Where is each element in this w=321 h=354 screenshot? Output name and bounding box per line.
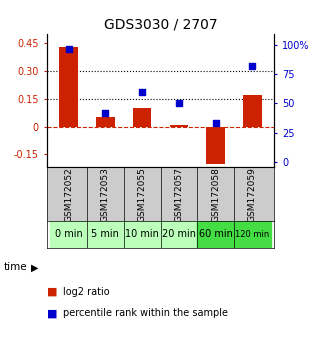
Bar bbox=[234, 221, 271, 248]
Text: 0 min: 0 min bbox=[55, 229, 82, 239]
Point bbox=[140, 89, 145, 95]
Title: GDS3030 / 2707: GDS3030 / 2707 bbox=[104, 17, 217, 31]
Text: GSM172059: GSM172059 bbox=[248, 167, 257, 222]
Bar bbox=[243, 95, 262, 127]
Text: GSM172052: GSM172052 bbox=[64, 167, 73, 222]
Bar bbox=[50, 221, 87, 248]
Text: ■: ■ bbox=[47, 287, 57, 297]
Point bbox=[250, 63, 255, 69]
Point bbox=[103, 110, 108, 116]
Bar bbox=[133, 108, 151, 127]
Bar bbox=[197, 221, 234, 248]
Text: GSM172058: GSM172058 bbox=[211, 167, 220, 222]
Text: ▶: ▶ bbox=[30, 262, 38, 272]
Bar bbox=[170, 125, 188, 127]
Bar bbox=[59, 47, 78, 127]
Bar bbox=[87, 221, 124, 248]
Text: GSM172057: GSM172057 bbox=[174, 167, 183, 222]
Bar bbox=[206, 127, 225, 164]
Bar bbox=[96, 117, 115, 127]
Text: GSM172055: GSM172055 bbox=[138, 167, 147, 222]
Bar bbox=[160, 221, 197, 248]
Point bbox=[213, 120, 218, 126]
Text: ■: ■ bbox=[47, 308, 57, 318]
Text: GSM172053: GSM172053 bbox=[101, 167, 110, 222]
Text: 120 min: 120 min bbox=[235, 230, 270, 239]
Text: log2 ratio: log2 ratio bbox=[63, 287, 109, 297]
Text: 10 min: 10 min bbox=[125, 229, 159, 239]
Text: 20 min: 20 min bbox=[162, 229, 196, 239]
Point bbox=[66, 46, 71, 52]
Bar bbox=[124, 221, 160, 248]
Text: 60 min: 60 min bbox=[199, 229, 233, 239]
Text: 5 min: 5 min bbox=[91, 229, 119, 239]
Point bbox=[176, 101, 181, 106]
Text: time: time bbox=[3, 262, 27, 272]
Text: percentile rank within the sample: percentile rank within the sample bbox=[63, 308, 228, 318]
